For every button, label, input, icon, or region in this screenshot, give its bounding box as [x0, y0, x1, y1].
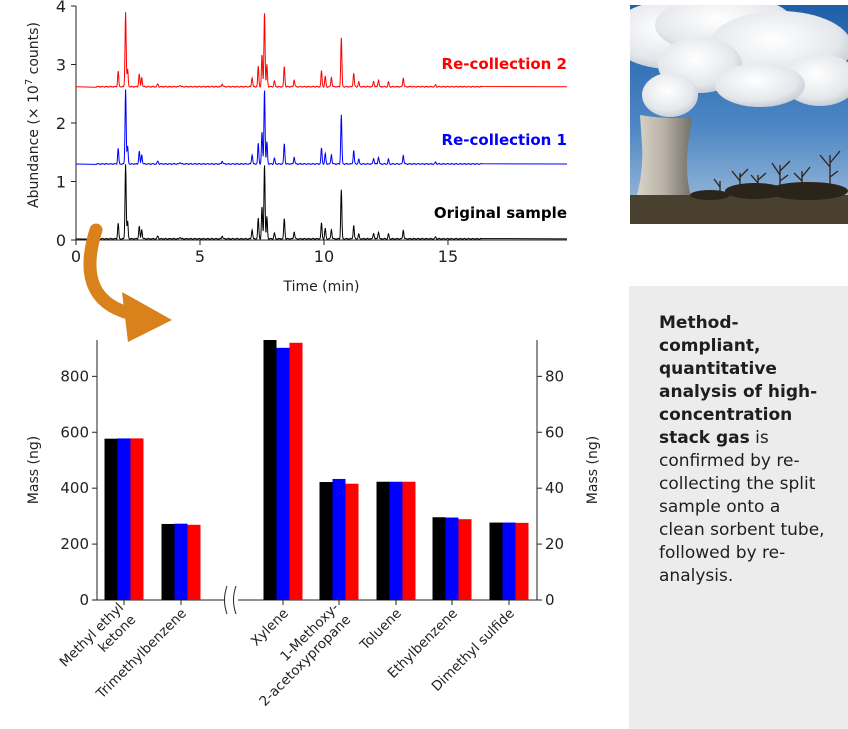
trace-1: [75, 164, 568, 241]
y-axis-label-exponent: 7: [24, 79, 35, 85]
bar: [402, 481, 416, 600]
category-label-line: Xylene: [248, 606, 292, 650]
category-label: 1-Methoxy-2-acetoxypropane: [244, 600, 354, 710]
x-axis-label: Time (min): [282, 279, 359, 295]
x-tick-label: 5: [195, 247, 205, 266]
bar: [161, 523, 175, 600]
bar: [117, 438, 131, 600]
bar: [389, 481, 403, 600]
series-label: Original sample: [434, 204, 567, 222]
bar: [319, 482, 333, 600]
axis-break-mark: [224, 585, 228, 615]
y-tick-label: 4: [56, 0, 66, 16]
right-y-tick-label: 40: [545, 479, 564, 497]
caption-rest: is confirmed by re-collecting the split …: [659, 428, 825, 586]
bar: [174, 523, 188, 600]
y-axis-label-units: counts): [26, 22, 42, 79]
bar: [332, 478, 346, 600]
bar: [104, 438, 118, 600]
category-label-line: Toluene: [356, 606, 405, 655]
arrow-shaft: [83, 223, 139, 321]
trace-3: [75, 12, 568, 88]
bar: [432, 517, 446, 600]
category-label: Toluene: [356, 606, 405, 655]
x-tick-label: 0: [71, 247, 81, 266]
bar: [489, 522, 503, 600]
left-y-tick-label: 400: [60, 479, 89, 497]
right-y-tick-label: 20: [545, 535, 564, 553]
bar: [263, 340, 277, 600]
right-y-tick-label: 80: [545, 367, 564, 385]
bar: [345, 483, 359, 600]
y-tick-label: 0: [56, 231, 66, 250]
trace-2: [75, 89, 568, 166]
right-y-tick-label: 0: [545, 591, 555, 609]
caption-bold: Method-compliant, quantitative analysis …: [659, 313, 818, 448]
caption-text: Method-compliant, quantitative analysis …: [659, 312, 831, 588]
bar: [289, 342, 303, 600]
bar: [458, 519, 472, 600]
axis-break-mark: [233, 585, 237, 615]
x-tick-label: 10: [314, 247, 334, 266]
left-y-axis-label: Mass (ng): [26, 436, 42, 504]
left-y-tick-label: 200: [60, 535, 89, 553]
left-y-tick-label: 800: [60, 367, 89, 385]
bar: [276, 347, 290, 600]
category-label: Xylene: [248, 606, 292, 650]
caption-panel: Method-compliant, quantitative analysis …: [629, 286, 848, 729]
left-y-tick-label: 0: [79, 591, 89, 609]
series-label: Re-collection 1: [442, 131, 567, 149]
left-y-tick-label: 600: [60, 423, 89, 441]
bar: [376, 481, 390, 600]
callout-arrow: [83, 223, 172, 342]
bar: [130, 438, 144, 600]
arrow-head: [122, 292, 172, 342]
y-axis-label: Abundance (× 107 counts): [24, 22, 42, 208]
series-label: Re-collection 2: [442, 55, 567, 73]
y-tick-label: 2: [56, 114, 66, 133]
mass-bar-chart: 0 200 400 600 800 0 20 40 60 80 Mass (ng) Mass (ng)…: [26, 340, 601, 710]
y-tick-label: 3: [56, 56, 66, 75]
bar: [502, 522, 516, 600]
bar: [187, 524, 201, 600]
bar: [515, 522, 529, 600]
y-tick-label: 1: [56, 173, 66, 192]
chromatogram-chart: 0 1 2 3 4 0 5 10 15 Time (min) Abundance (× 107 co…: [24, 0, 568, 295]
power-plant-photo: [630, 5, 848, 224]
right-y-tick-label: 60: [545, 423, 564, 441]
bar: [445, 517, 459, 600]
right-y-axis-label: Mass (ng): [585, 436, 601, 504]
y-axis-label-main: Abundance (× 10: [26, 85, 42, 208]
x-tick-label: 15: [438, 247, 458, 266]
